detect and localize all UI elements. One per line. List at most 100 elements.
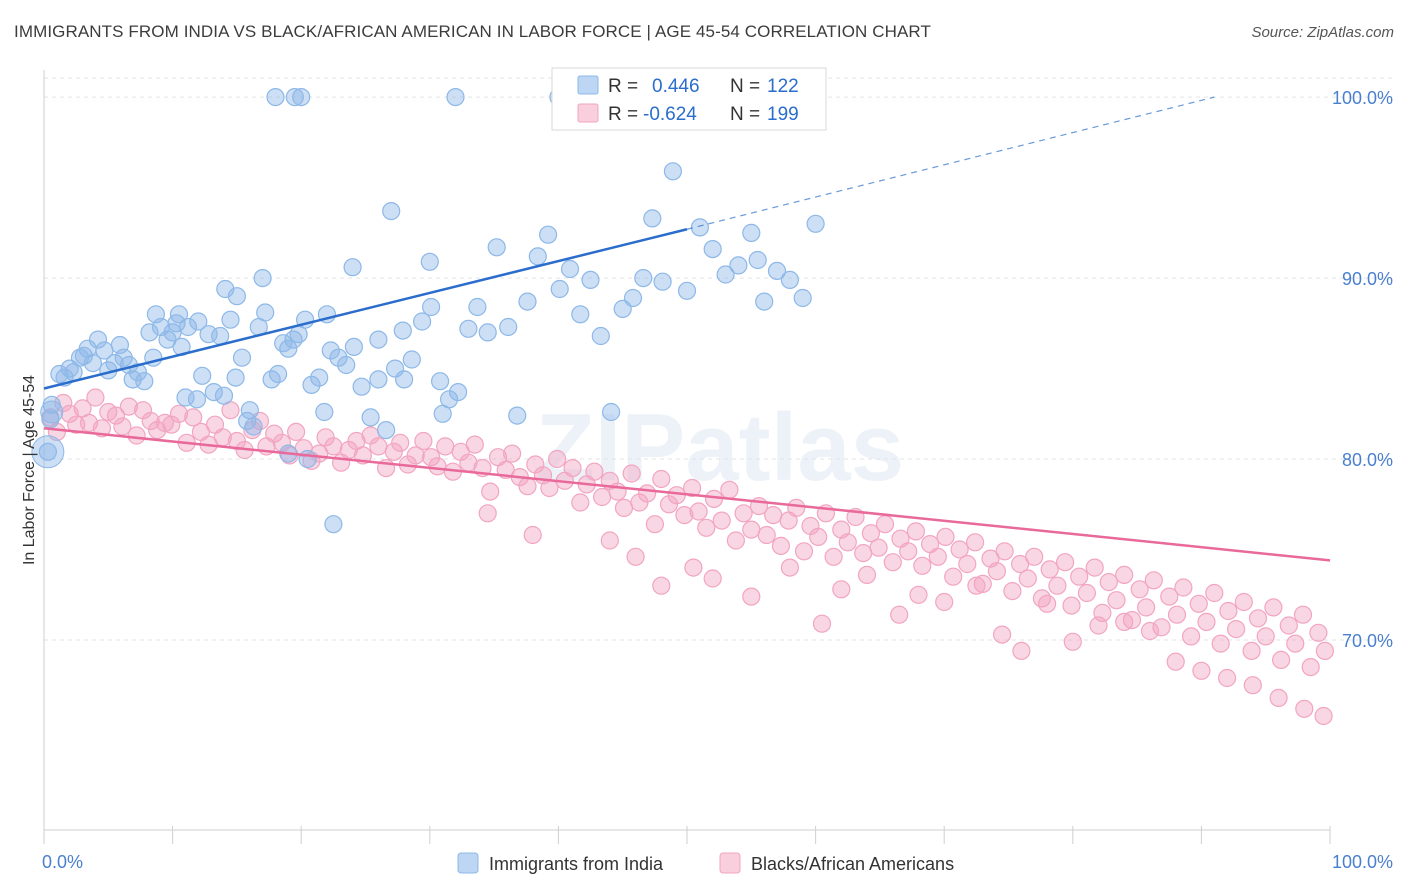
india-point-50 bbox=[310, 368, 329, 387]
black-point-79 bbox=[614, 498, 634, 517]
black-point-179 bbox=[684, 558, 703, 577]
black-point-165 bbox=[1256, 627, 1275, 646]
india-point-11 bbox=[88, 330, 108, 349]
black-point-59 bbox=[465, 435, 484, 454]
india-point-32 bbox=[204, 383, 223, 402]
india-point-78 bbox=[560, 259, 580, 279]
black-point-171 bbox=[1301, 657, 1320, 677]
black-point-10 bbox=[106, 406, 126, 425]
black-point-152 bbox=[1160, 587, 1179, 606]
legend-black-label: Blacks/African Americans bbox=[751, 854, 954, 874]
black-point-82 bbox=[637, 484, 657, 503]
india-point-87 bbox=[653, 272, 672, 291]
india-point-81 bbox=[591, 326, 610, 346]
black-point-75 bbox=[585, 462, 604, 481]
legend-india-label: Immigrants from India bbox=[489, 854, 664, 874]
india-point-41 bbox=[256, 303, 275, 322]
india-point-108 bbox=[189, 312, 208, 331]
india-point-91 bbox=[703, 240, 722, 259]
black-point-170 bbox=[1293, 605, 1313, 624]
black-point-136 bbox=[1040, 560, 1059, 579]
india-point-112 bbox=[343, 258, 362, 277]
india-r-label: R = bbox=[608, 76, 638, 97]
black-point-190 bbox=[992, 625, 1012, 644]
black-point-61 bbox=[481, 482, 500, 501]
india-point-49 bbox=[302, 375, 321, 394]
india-point-99 bbox=[793, 288, 812, 308]
black-point-129 bbox=[987, 562, 1007, 581]
black-point-16 bbox=[148, 421, 167, 440]
india-point-107 bbox=[169, 305, 189, 324]
black-point-126 bbox=[965, 533, 985, 552]
india-n-value: 122 bbox=[767, 76, 799, 97]
black-point-11 bbox=[113, 417, 132, 436]
india-point-37 bbox=[232, 348, 252, 367]
india-point-117 bbox=[240, 401, 259, 420]
india-point-59 bbox=[377, 421, 396, 440]
black-point-80 bbox=[622, 464, 641, 483]
india-point-43 bbox=[269, 364, 288, 384]
trend-lines bbox=[43, 96, 1331, 562]
black-point-164 bbox=[1248, 609, 1268, 628]
india-point-90 bbox=[690, 218, 710, 237]
india-point-106 bbox=[146, 305, 165, 324]
india-point-67 bbox=[449, 383, 468, 402]
india-n-label: N = bbox=[730, 76, 760, 97]
india-point-116 bbox=[214, 386, 234, 405]
y-tick-label-2: 90.0% bbox=[1342, 269, 1393, 289]
india-point-0 bbox=[38, 442, 58, 461]
india-point-84 bbox=[623, 288, 643, 308]
india-point-110 bbox=[253, 269, 272, 288]
black-point-174 bbox=[478, 504, 497, 523]
india-point-101 bbox=[266, 87, 285, 107]
india-point-71 bbox=[487, 238, 506, 257]
india-point-58 bbox=[369, 330, 388, 349]
chart-source: Source: ZipAtlas.com bbox=[1251, 24, 1394, 41]
black-point-155 bbox=[1181, 627, 1201, 646]
black-point-32 bbox=[265, 424, 284, 443]
black-point-154 bbox=[1174, 578, 1193, 597]
black-point-89 bbox=[689, 502, 708, 521]
india-point-93 bbox=[729, 256, 748, 275]
india-point-35 bbox=[221, 310, 240, 329]
india-point-56 bbox=[352, 377, 371, 396]
black-point-21 bbox=[184, 408, 203, 427]
black-point-83 bbox=[645, 515, 665, 534]
black-point-93 bbox=[720, 480, 739, 499]
india-point-74 bbox=[518, 292, 537, 311]
black-point-158 bbox=[1205, 583, 1224, 603]
black-point-51 bbox=[406, 446, 425, 465]
india-trend-line bbox=[43, 228, 688, 390]
india-point-21 bbox=[140, 323, 159, 342]
india-trend-extension bbox=[686, 96, 1215, 230]
black-point-53 bbox=[422, 448, 441, 467]
india-point-75 bbox=[528, 247, 547, 266]
black-point-142 bbox=[1085, 558, 1104, 577]
black-point-98 bbox=[757, 525, 776, 545]
india-point-97 bbox=[767, 261, 787, 280]
black-point-70 bbox=[547, 449, 567, 469]
black-point-12 bbox=[119, 397, 138, 416]
black-point-148 bbox=[1130, 580, 1149, 599]
black-point-125 bbox=[958, 554, 977, 574]
india-point-77 bbox=[550, 279, 569, 299]
india-point-62 bbox=[402, 350, 421, 369]
india-point-100 bbox=[806, 214, 825, 233]
black-point-188 bbox=[935, 592, 954, 612]
black-point-195 bbox=[1115, 612, 1134, 632]
black-point-178 bbox=[652, 576, 671, 595]
black-point-169 bbox=[1286, 634, 1305, 653]
india-point-115 bbox=[176, 388, 195, 407]
india-point-119 bbox=[298, 449, 317, 469]
india-point-44 bbox=[274, 334, 293, 353]
black-point-131 bbox=[1003, 581, 1022, 601]
black-point-95 bbox=[734, 504, 753, 523]
india-point-68 bbox=[459, 319, 478, 338]
black-point-192 bbox=[1037, 594, 1057, 613]
india-point-20 bbox=[135, 372, 154, 391]
black-point-202 bbox=[1295, 699, 1314, 718]
india-point-52 bbox=[321, 341, 340, 360]
india-point-88 bbox=[663, 162, 683, 181]
india-point-46 bbox=[284, 330, 303, 349]
data-points bbox=[31, 87, 1335, 726]
